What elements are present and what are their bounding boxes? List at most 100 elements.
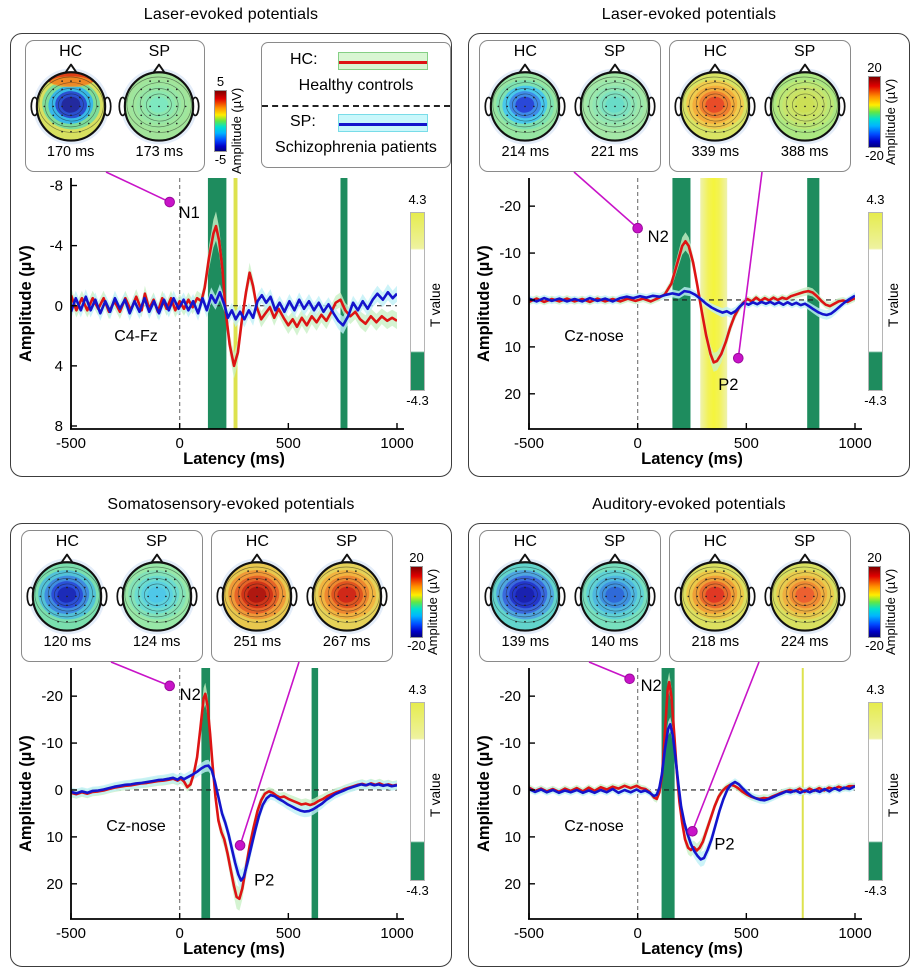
svg-text:500: 500: [734, 435, 759, 452]
svg-text:0: 0: [175, 435, 183, 452]
svg-text:-500: -500: [56, 435, 86, 452]
tbar-max: 4.3: [866, 192, 885, 207]
topomap-cell: HC 339 ms: [671, 43, 759, 171]
x-axis-label: Latency (ms): [641, 450, 743, 468]
svg-text:20: 20: [46, 876, 63, 893]
waveform-plot: -500 0 500 1000 -20 -10 0 10 20: [41, 668, 414, 942]
group-label: SP: [603, 43, 626, 60]
legend-hc-text: Healthy controls: [298, 77, 414, 94]
svg-text:10: 10: [504, 339, 521, 356]
svg-text:-4: -4: [50, 238, 63, 255]
topomap-cell: HC 120 ms: [23, 533, 111, 661]
svg-text:-10: -10: [499, 245, 521, 262]
panel-auditory: Auditory-evoked potentials -500 0 500 1000-…: [468, 496, 910, 967]
svg-text:20: 20: [504, 386, 521, 403]
topomap-sp: [116, 553, 198, 635]
colorbar-max: 20: [867, 550, 882, 565]
panel-box: -500 0 500 1000 -20 -10 0 10 20 HC 120 ms SP 124…: [10, 523, 452, 967]
svg-text:-500: -500: [56, 925, 86, 942]
group-label: HC: [55, 533, 79, 550]
latency-label: 221 ms: [590, 144, 639, 160]
topomap-cell: SP 224 ms: [761, 533, 849, 661]
svg-text:20: 20: [504, 876, 521, 893]
latency-label: 388 ms: [780, 144, 829, 160]
latency-label: 173 ms: [135, 144, 184, 160]
topomap-hc: [216, 553, 298, 635]
colorbar-max: 20: [409, 550, 424, 565]
topomap-hc: [674, 63, 756, 145]
colorbar-label: Amplitude (µV): [883, 78, 898, 166]
topomap-sp: [306, 553, 388, 635]
waveform-plot: -500 0 500 1000 -20 -10 0 10 20: [499, 178, 872, 452]
tbar-label: T value: [428, 282, 443, 328]
tbar-gradient: [410, 702, 425, 881]
svg-text:500: 500: [276, 925, 301, 942]
channel-label: Cz-nose: [564, 328, 624, 345]
legend-hc-swatch: [338, 52, 428, 70]
topomap-cell: HC 139 ms: [481, 533, 569, 661]
panel-laser-c4fz: Laser-evoked potentials -500 0 500 1000 -8 -4…: [10, 6, 452, 477]
y-axis-label: Amplitude (µV): [17, 735, 35, 852]
svg-text:1000: 1000: [838, 435, 871, 452]
topomap-sp: [764, 553, 846, 635]
t-value-colorbar: 4.3 -4.3 T value: [860, 682, 910, 922]
tbar-min: -4.3: [864, 883, 887, 898]
panel-title: Somatosensory-evoked potentials: [107, 496, 355, 513]
topomap-inset-p2: HC 339 ms SP 388 ms: [669, 40, 851, 172]
topomap-hc: [484, 553, 566, 635]
svg-text:1000: 1000: [380, 435, 413, 452]
latency-label: 251 ms: [233, 634, 282, 650]
colorbar-label: Amplitude (µV): [229, 87, 244, 175]
topomap-cell: SP 267 ms: [303, 533, 391, 661]
tbar-label: T value: [886, 282, 901, 328]
svg-text:-20: -20: [41, 688, 63, 705]
colorbar-max: 5: [216, 74, 225, 89]
tbar-min: -4.3: [406, 393, 429, 408]
legend-sp-swatch: [338, 114, 428, 132]
topomap-cell: HC 251 ms: [213, 533, 301, 661]
legend-hc-key: HC:: [290, 51, 318, 68]
channel-label: Cz-nose: [106, 818, 166, 835]
svg-text:0: 0: [175, 925, 183, 942]
svg-text:500: 500: [734, 925, 759, 942]
topomap-cell: SP 388 ms: [761, 43, 849, 171]
topomap-cell: SP 221 ms: [571, 43, 659, 171]
tbar-gradient: [868, 702, 883, 881]
group-label: SP: [145, 533, 168, 550]
topomap-hc: [674, 553, 756, 635]
group-label: SP: [603, 533, 626, 550]
svg-text:0: 0: [633, 435, 641, 452]
waveform-plot: -500 0 500 1000 -20 -10 0 10 20: [499, 668, 872, 942]
legend-hc-line: [339, 60, 427, 64]
svg-text:-20: -20: [499, 198, 521, 215]
colorbar-min: -20: [407, 638, 426, 653]
svg-text:-10: -10: [499, 735, 521, 752]
channel-label: Cz-nose: [564, 818, 624, 835]
latency-label: 224 ms: [780, 634, 829, 650]
tbar-gradient: [410, 212, 425, 391]
group-label: HC: [513, 43, 537, 60]
panel-title: Laser-evoked potentials: [143, 6, 319, 23]
panel-box: -500 0 500 1000 -20 -10 0 10 20 HC 139 ms SP 140…: [468, 523, 910, 967]
svg-text:0: 0: [633, 925, 641, 942]
svg-text:1000: 1000: [838, 925, 871, 942]
colorbar-min: -20: [865, 148, 884, 163]
latency-label: 267 ms: [322, 634, 371, 650]
topomap-cell: HC 218 ms: [671, 533, 759, 661]
panel-somatosensory: Somatosensory-evoked potentials -500 0 500…: [10, 496, 452, 967]
latency-label: 139 ms: [501, 634, 550, 650]
group-label: SP: [148, 43, 170, 60]
panel-laser-cz: Laser-evoked potentials -500 0 500 1000 -20-…: [468, 6, 910, 477]
topomap-inset-n2: HC 139 ms SP 140 ms: [479, 530, 661, 662]
colorbar-gradient: [868, 566, 881, 638]
x-axis-label: Latency (ms): [183, 450, 285, 468]
topomap-sp: [764, 63, 846, 145]
legend-divider: [262, 105, 450, 107]
group-label: HC: [245, 533, 269, 550]
svg-text:1000: 1000: [380, 925, 413, 942]
tbar-min: -4.3: [864, 393, 887, 408]
latency-label: 124 ms: [132, 634, 181, 650]
colorbar-min: -20: [865, 638, 884, 653]
group-label: SP: [335, 533, 358, 550]
latency-label: 214 ms: [501, 144, 550, 160]
